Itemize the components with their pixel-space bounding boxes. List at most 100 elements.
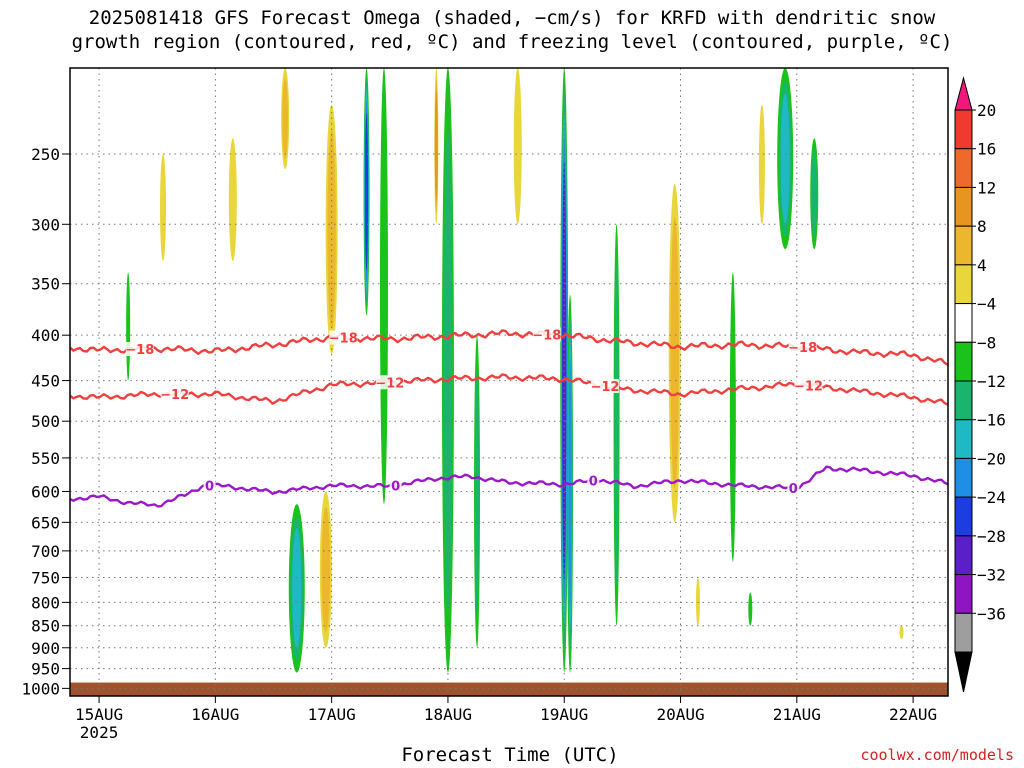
x-tick-label: 18AUG	[424, 705, 472, 724]
colorbar-label: −32	[977, 566, 1006, 585]
y-tick-label: 500	[31, 412, 60, 431]
omega-streak	[228, 138, 237, 262]
contour-label-bg	[203, 478, 216, 493]
colorbar-bin	[954, 303, 973, 343]
omega-streak	[899, 625, 904, 640]
contour-label-bg	[788, 340, 817, 355]
y-tick-label: 950	[31, 660, 60, 679]
colorbar-bin	[954, 419, 973, 459]
contour-label: 0	[391, 479, 400, 494]
contour-line	[70, 465, 948, 508]
contour-label: −12	[794, 379, 823, 394]
omega-streak	[780, 93, 790, 224]
ground-fill	[70, 682, 948, 696]
omega-streak	[327, 129, 336, 330]
contour-label-bg	[590, 379, 619, 394]
colorbar-bin	[954, 496, 973, 537]
y-tick-label: 450	[31, 372, 60, 391]
contour-label: −18	[532, 329, 561, 344]
x-tick-label: 17AUG	[308, 705, 356, 724]
omega-streak	[670, 217, 679, 489]
colorbar-bin	[954, 380, 973, 421]
colorbar-label: 8	[977, 217, 987, 236]
colorbar-bin	[954, 612, 973, 653]
credit-link[interactable]: coolwx.com/models	[860, 746, 1014, 764]
omega-streak	[126, 272, 131, 381]
contour-label-bg	[125, 341, 154, 356]
contour-label: 0	[589, 474, 598, 489]
omega-streak	[729, 272, 736, 562]
y-tick-label: 1000	[21, 679, 60, 698]
colorbar-label: 16	[977, 140, 996, 159]
colorbar-label: 12	[977, 178, 996, 197]
omega-streak	[292, 528, 302, 649]
y-tick-label: 400	[31, 326, 60, 345]
y-tick-label: 900	[31, 639, 60, 658]
y-tick-label: 300	[31, 215, 60, 234]
y-axis: 250 300 350 400 450 500 550 600 650 700 750 800 850 9…	[21, 145, 70, 698]
contour-label: −18	[788, 341, 817, 356]
contour-label: −18	[329, 331, 358, 346]
contour-label: 0	[789, 482, 798, 497]
contour-label-bg	[587, 473, 600, 488]
colorbar-bin	[954, 225, 973, 266]
colorbar-label: −16	[977, 411, 1006, 430]
contour-lines: −18 −18 −18 −18 −12 −12 −12 −12 0 0 0 0	[70, 327, 948, 508]
contour-label-bg	[329, 330, 358, 345]
x-tick-label: 15AUG	[75, 705, 123, 724]
y-tick-label: 850	[31, 617, 60, 636]
contour-label: −12	[375, 376, 404, 391]
y-tick-label: 550	[31, 449, 60, 468]
omega-streak	[321, 507, 331, 633]
contour-label-bg	[794, 378, 823, 393]
y-tick-label: 350	[31, 275, 60, 294]
x-tick-label: 19AUG	[540, 705, 588, 724]
colorbar-label: 20	[977, 101, 996, 120]
omega-streak	[379, 68, 388, 505]
y-tick-label: 250	[31, 145, 60, 164]
colorbar-label: −20	[977, 449, 1006, 468]
contour-label-bg	[532, 327, 561, 342]
contour-label-bg	[375, 375, 404, 390]
omega-streak	[695, 577, 700, 626]
colorbar-bin	[954, 341, 973, 382]
contour-label-bg	[160, 387, 189, 402]
contour-label: 0	[205, 479, 214, 494]
plot-frame	[69, 67, 949, 697]
colorbar-arrow-top	[954, 76, 973, 111]
y-tick-label: 700	[31, 542, 60, 561]
y-tick-label: 750	[31, 568, 60, 587]
y-tick-label: 800	[31, 593, 60, 612]
x-tick-label: 21AUG	[773, 705, 821, 724]
colorbar-label: −36	[977, 604, 1006, 623]
colorbar-label: −28	[977, 527, 1006, 546]
contour-label: −18	[125, 343, 154, 358]
x-tick-label: 16AUG	[191, 705, 239, 724]
colorbar-bin	[954, 264, 973, 305]
colorbar-bin	[954, 574, 973, 614]
omega-shading	[126, 68, 904, 673]
colorbar-bin	[954, 457, 973, 498]
y-tick-label: 650	[31, 513, 60, 532]
ground-layer	[70, 682, 948, 696]
y-tick-label: 600	[31, 482, 60, 501]
omega-streak	[365, 112, 369, 271]
colorbar-label: −12	[977, 372, 1006, 391]
omega-streak	[282, 78, 288, 160]
x-axis-label: Forecast Time (UTC)	[401, 744, 619, 766]
colorbar-bin	[954, 148, 973, 188]
omega-streak	[811, 149, 818, 239]
chart-title: 2025081418 GFS Forecast Omega (shaded, −…	[71, 7, 953, 53]
contour-label: −12	[160, 388, 189, 403]
omega-streak	[434, 90, 438, 202]
contour-label-bg	[787, 481, 800, 496]
x-tick-label: 22AUG	[889, 705, 937, 724]
colorbar-bin	[954, 109, 973, 150]
omega-streak	[160, 154, 167, 262]
colorbar-label: −8	[977, 333, 996, 352]
colorbar-arrow-bottom	[954, 651, 973, 693]
omega-streak	[614, 264, 619, 586]
omega-streak	[758, 104, 765, 225]
